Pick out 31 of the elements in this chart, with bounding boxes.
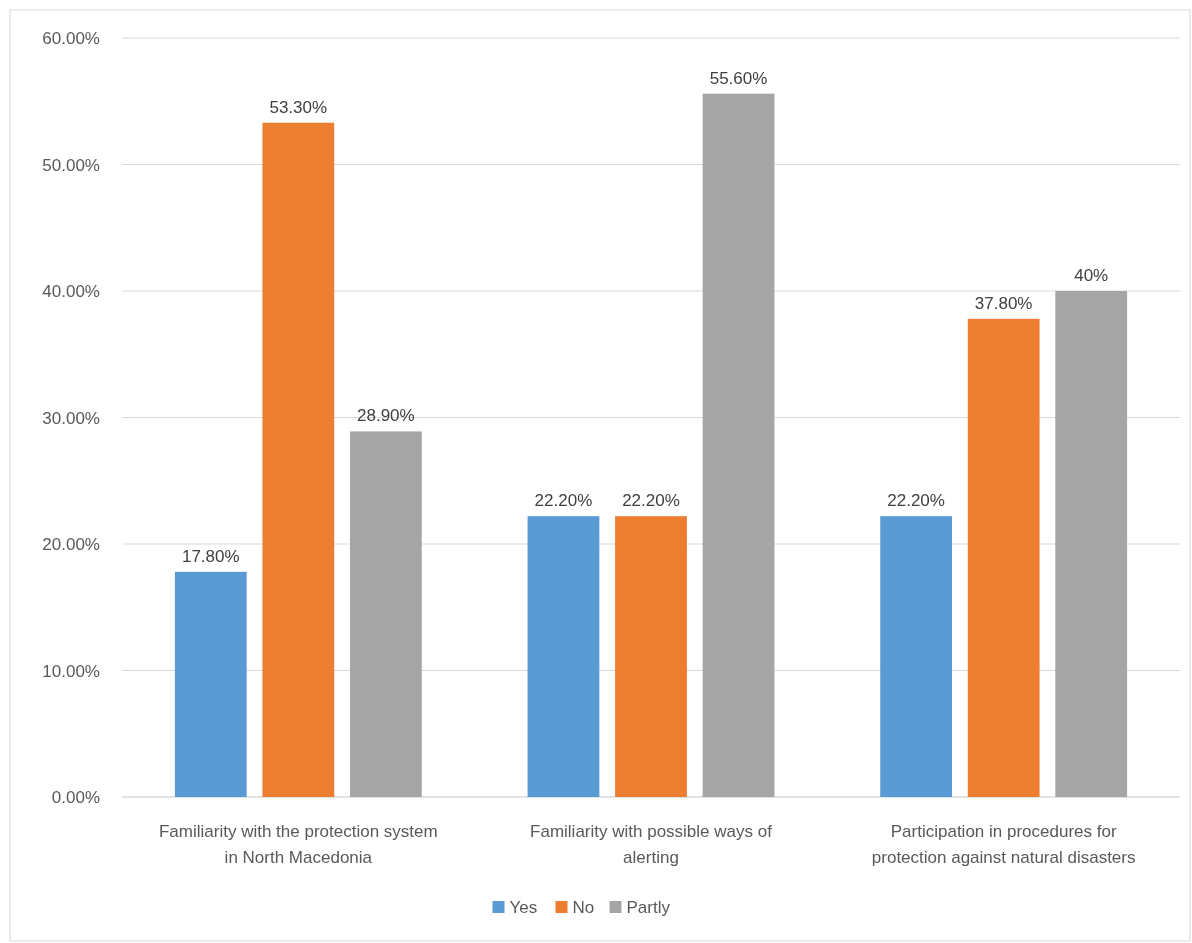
data-label: 55.60% [709,68,768,88]
bar [1055,291,1128,797]
y-tick-label: 40.00% [42,282,100,301]
bar [615,516,687,797]
data-label: 53.30% [269,97,328,117]
x-tick-label: Participation in procedures for protection against natural disasters [871,822,1136,867]
y-tick-label: 0.00% [51,788,100,807]
legend-label: Partly [626,898,671,917]
bar [702,93,775,797]
data-label: 22.20% [887,491,945,511]
y-tick-label: 50.00% [42,155,100,175]
y-tick-label: 30.00% [42,408,100,428]
y-tick-label: 60.00% [42,29,100,48]
y-tick-label: 20.00% [42,535,100,554]
legend-label: Yes [509,898,538,917]
bar [349,431,422,797]
data-label: 22.20% [534,491,593,511]
data-label: 28.90% [357,406,415,426]
data-label: 40% [1074,266,1109,285]
bar [174,571,247,797]
y-tick-label: 10.00% [42,661,100,681]
data-label: 17.80% [181,546,240,566]
legend-label: No [572,898,595,917]
x-tick-label: Familiarity with the protection system in North Macedonia [158,822,438,867]
data-label: 37.80% [974,293,1033,313]
x-tick-label: Familiarity with possible ways of alerting [530,822,773,867]
bar [967,318,1040,797]
data-label: 22.20% [622,491,680,511]
bar [262,122,335,797]
bar [527,516,600,797]
bar [880,516,953,797]
